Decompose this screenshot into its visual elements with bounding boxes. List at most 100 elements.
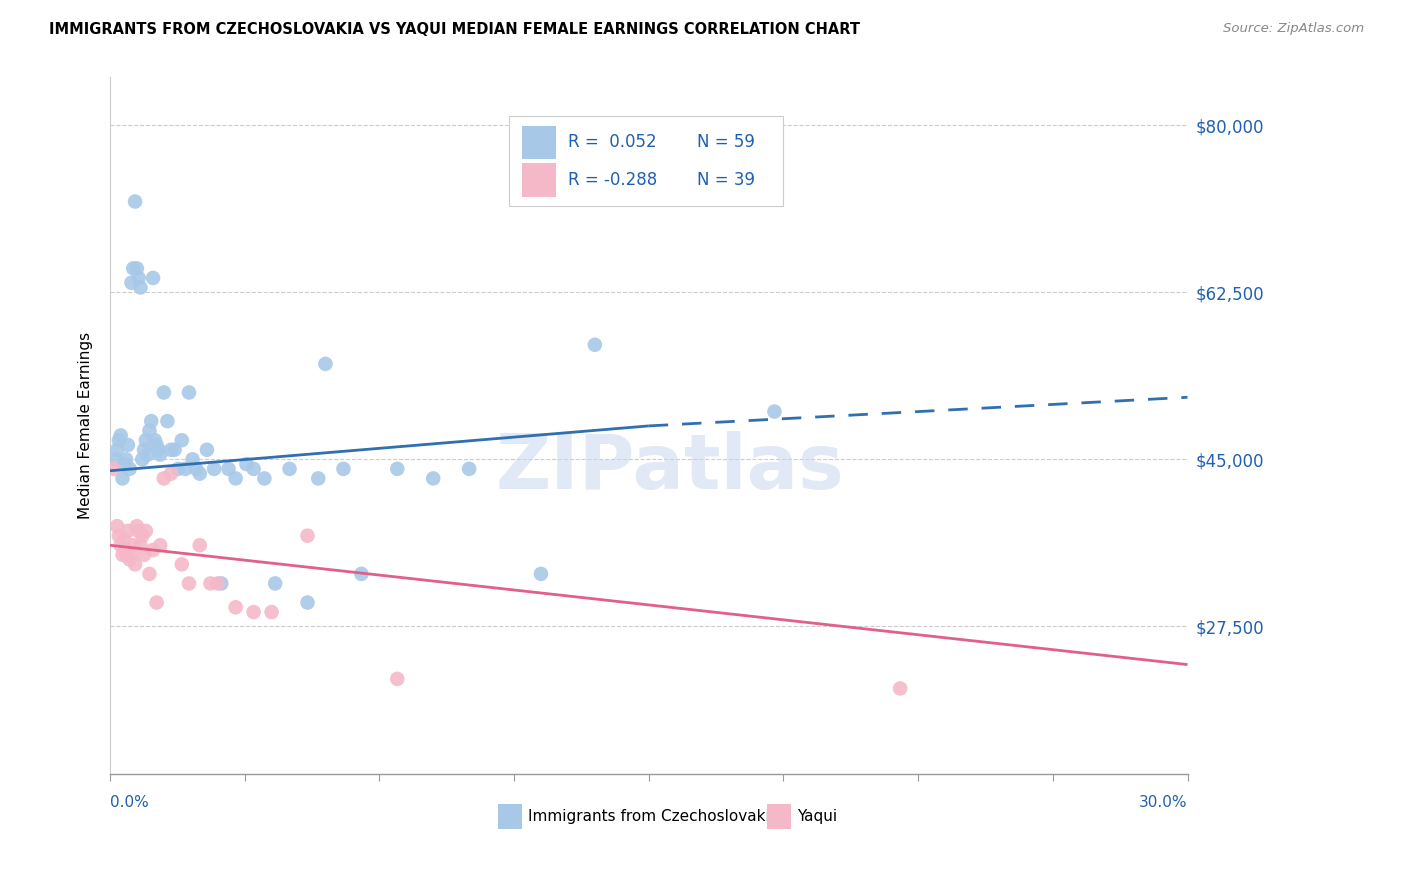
Point — [209, 576, 232, 591]
Point — [132, 548, 155, 562]
Point — [177, 385, 200, 400]
Point — [242, 462, 264, 476]
Point — [132, 442, 155, 457]
Point — [186, 462, 208, 476]
Point — [458, 462, 481, 476]
Point — [160, 467, 183, 481]
Point — [260, 605, 283, 619]
Point — [112, 533, 135, 548]
Point — [122, 538, 145, 552]
Bar — [522, 163, 555, 196]
Point — [128, 524, 150, 538]
Text: Source: ZipAtlas.com: Source: ZipAtlas.com — [1223, 22, 1364, 36]
Point — [264, 576, 287, 591]
Point — [153, 471, 176, 485]
Bar — [768, 804, 792, 829]
Point — [135, 524, 157, 538]
Point — [142, 543, 165, 558]
Point — [108, 529, 131, 543]
Text: 0.0%: 0.0% — [110, 796, 149, 810]
Point — [217, 462, 239, 476]
Bar — [522, 126, 555, 159]
Point — [115, 452, 138, 467]
Point — [583, 337, 606, 351]
Point — [105, 519, 128, 533]
Point — [332, 462, 354, 476]
Point — [242, 605, 264, 619]
Point — [253, 471, 276, 485]
Point — [129, 280, 152, 294]
Point — [124, 194, 146, 209]
Point — [170, 558, 193, 572]
Point — [121, 548, 143, 562]
Point — [115, 548, 138, 562]
Point — [422, 471, 444, 485]
Point — [225, 600, 247, 615]
Point — [138, 566, 160, 581]
Text: R =  0.052: R = 0.052 — [568, 133, 657, 152]
Point — [188, 467, 211, 481]
Point — [111, 548, 134, 562]
Point — [149, 538, 172, 552]
Text: R = -0.288: R = -0.288 — [568, 171, 657, 189]
Point — [163, 442, 186, 457]
Point — [131, 529, 153, 543]
Text: IMMIGRANTS FROM CZECHOSLOVAKIA VS YAQUI MEDIAN FEMALE EARNINGS CORRELATION CHART: IMMIGRANTS FROM CZECHOSLOVAKIA VS YAQUI … — [49, 22, 860, 37]
Point — [153, 385, 176, 400]
Point — [145, 595, 167, 609]
Text: ZIPatlas: ZIPatlas — [496, 431, 845, 505]
Point — [174, 462, 197, 476]
FancyBboxPatch shape — [509, 116, 783, 206]
Text: N = 39: N = 39 — [697, 171, 755, 189]
Point — [124, 558, 146, 572]
Point — [118, 552, 141, 566]
Point — [297, 529, 319, 543]
Point — [131, 452, 153, 467]
Point — [111, 471, 134, 485]
Text: Immigrants from Czechoslovakia: Immigrants from Czechoslovakia — [529, 809, 779, 823]
Text: N = 59: N = 59 — [697, 133, 755, 152]
Point — [110, 428, 132, 442]
Point — [167, 462, 190, 476]
Point — [387, 462, 409, 476]
Point — [104, 452, 127, 467]
Point — [225, 471, 247, 485]
Point — [128, 271, 150, 285]
Y-axis label: Median Female Earnings: Median Female Earnings — [79, 333, 93, 519]
Point — [103, 462, 125, 476]
Point — [138, 424, 160, 438]
Point — [110, 538, 132, 552]
Point — [149, 448, 172, 462]
Point — [889, 681, 911, 696]
Point — [278, 462, 301, 476]
Point — [135, 434, 157, 448]
Point — [108, 434, 131, 448]
Point — [143, 434, 166, 448]
Point — [307, 471, 329, 485]
Point — [142, 271, 165, 285]
Point — [121, 276, 143, 290]
Point — [136, 448, 159, 462]
Point — [105, 442, 128, 457]
Point — [181, 452, 204, 467]
Point — [117, 524, 139, 538]
Text: Yaqui: Yaqui — [797, 809, 838, 823]
Point — [118, 462, 141, 476]
Point — [156, 414, 179, 428]
Point — [202, 462, 225, 476]
Point — [125, 261, 148, 276]
Point — [170, 434, 193, 448]
Point — [177, 576, 200, 591]
Point — [235, 457, 257, 471]
Point — [188, 538, 211, 552]
Point — [207, 576, 229, 591]
Point — [117, 438, 139, 452]
Point — [160, 442, 183, 457]
Point — [350, 566, 373, 581]
Point — [145, 438, 167, 452]
Point — [314, 357, 336, 371]
Point — [141, 414, 163, 428]
Point — [195, 442, 218, 457]
Point — [200, 576, 222, 591]
Point — [129, 538, 152, 552]
